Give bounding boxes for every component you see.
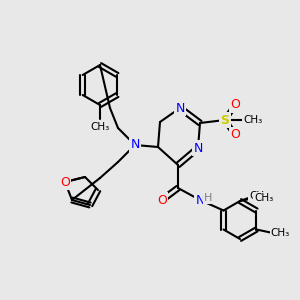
Text: N: N bbox=[130, 139, 140, 152]
Text: CH₃: CH₃ bbox=[254, 193, 274, 203]
Text: N: N bbox=[193, 142, 203, 154]
Text: N: N bbox=[195, 194, 205, 206]
Text: O: O bbox=[230, 98, 240, 112]
Text: N: N bbox=[175, 101, 185, 115]
Text: CH₃: CH₃ bbox=[90, 122, 110, 132]
Text: CH₃: CH₃ bbox=[249, 191, 268, 201]
Text: O: O bbox=[157, 194, 167, 206]
Text: O: O bbox=[230, 128, 240, 142]
Text: CH₃: CH₃ bbox=[271, 227, 290, 238]
Text: CH₃: CH₃ bbox=[243, 115, 262, 125]
Text: H: H bbox=[204, 193, 212, 203]
Text: S: S bbox=[220, 113, 230, 127]
Text: O: O bbox=[60, 176, 70, 188]
